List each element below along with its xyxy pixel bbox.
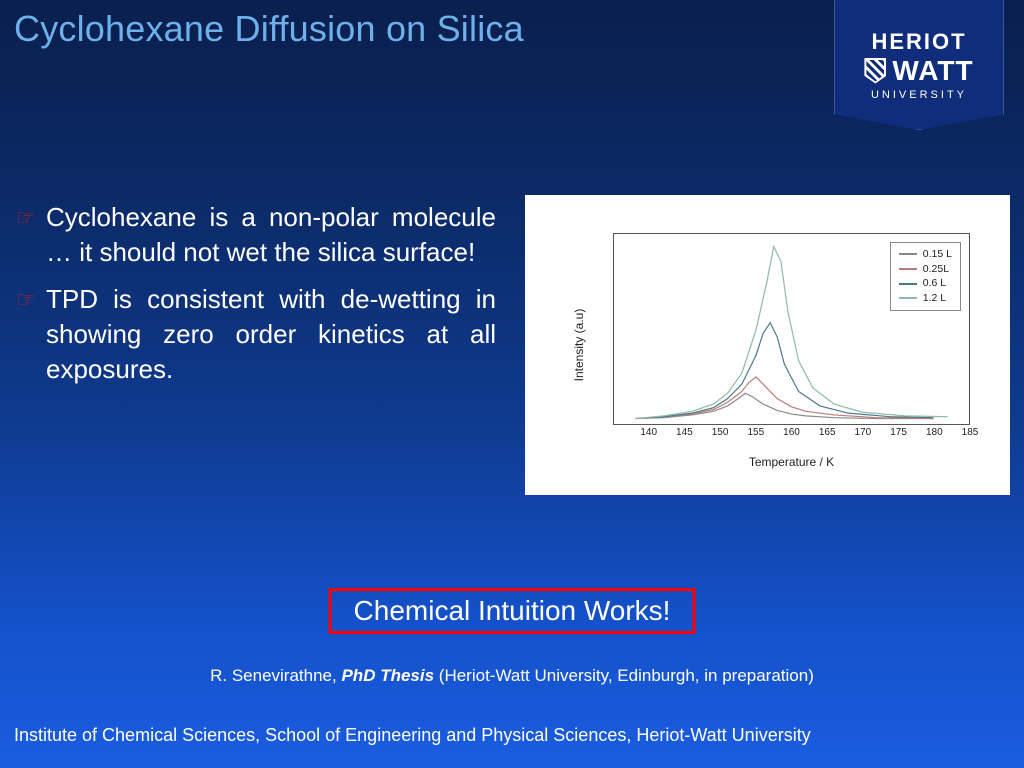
callout-box: Chemical Intuition Works!: [329, 588, 696, 634]
slide-title: Cyclohexane Diffusion on Silica: [14, 8, 524, 50]
legend-row: 0.25L: [899, 262, 952, 277]
citation-author: R. Senevirathne,: [210, 666, 341, 685]
legend-label: 0.15 L: [923, 247, 952, 262]
chart-xtick: 150: [712, 427, 729, 438]
footer-text: Institute of Chemical Sciences, School o…: [14, 725, 811, 746]
chart-inner: Intensity (a.u) 0.15 L0.25L0.6 L1.2 L 14…: [543, 213, 992, 477]
citation-thesis: PhD Thesis: [341, 666, 434, 685]
legend-swatch: [899, 253, 917, 255]
legend-row: 0.15 L: [899, 247, 952, 262]
citation: R. Senevirathne, PhD Thesis (Heriot-Watt…: [0, 666, 1024, 686]
legend-swatch: [899, 268, 917, 270]
chart-xtick: 160: [783, 427, 800, 438]
slide: Cyclohexane Diffusion on Silica HERIOT W…: [0, 0, 1024, 768]
chart-xticks: 140145150155160165170175180185: [613, 427, 970, 443]
chart-legend: 0.15 L0.25L0.6 L1.2 L: [890, 242, 961, 311]
legend-label: 0.6 L: [923, 276, 946, 291]
logo-watt: WATT: [892, 55, 973, 87]
chart-xtick: 185: [962, 427, 979, 438]
chart-plot-area: 0.15 L0.25L0.6 L1.2 L: [613, 233, 970, 425]
university-logo-banner: HERIOT WATT UNIVERSITY: [834, 0, 1004, 130]
chart-ylabel: Intensity (a.u): [572, 309, 586, 382]
chart-xtick: 155: [747, 427, 764, 438]
legend-swatch: [899, 297, 917, 299]
chart-xtick: 145: [676, 427, 693, 438]
bullet-item: ☞ Cyclohexane is a non-polar molecule … …: [16, 200, 496, 270]
chart-xtick: 165: [819, 427, 836, 438]
legend-label: 1.2 L: [923, 291, 946, 306]
citation-rest: (Heriot-Watt University, Edinburgh, in p…: [434, 666, 814, 685]
bullet-text: TPD is consistent with de-wetting in sho…: [46, 282, 496, 387]
legend-row: 0.6 L: [899, 276, 952, 291]
chart-xtick: 175: [890, 427, 907, 438]
pointing-hand-icon: ☞: [16, 282, 46, 387]
chart-xtick: 140: [640, 427, 657, 438]
legend-label: 0.25L: [923, 262, 949, 277]
pointing-hand-icon: ☞: [16, 200, 46, 270]
logo-line3: UNIVERSITY: [871, 89, 967, 101]
bullet-item: ☞ TPD is consistent with de-wetting in s…: [16, 282, 496, 387]
shield-icon: [864, 58, 886, 84]
legend-row: 1.2 L: [899, 291, 952, 306]
chart-xtick: 170: [855, 427, 872, 438]
logo-line2: WATT: [864, 55, 973, 87]
bullet-list: ☞ Cyclohexane is a non-polar molecule … …: [16, 200, 496, 399]
legend-swatch: [899, 283, 917, 285]
chart-xlabel: Temperature / K: [613, 455, 970, 469]
logo-line1: HERIOT: [871, 29, 966, 55]
chart-xtick: 180: [926, 427, 943, 438]
tpd-chart: Intensity (a.u) 0.15 L0.25L0.6 L1.2 L 14…: [525, 195, 1010, 495]
callout-text: Chemical Intuition Works!: [354, 595, 671, 626]
bullet-text: Cyclohexane is a non-polar molecule … it…: [46, 200, 496, 270]
